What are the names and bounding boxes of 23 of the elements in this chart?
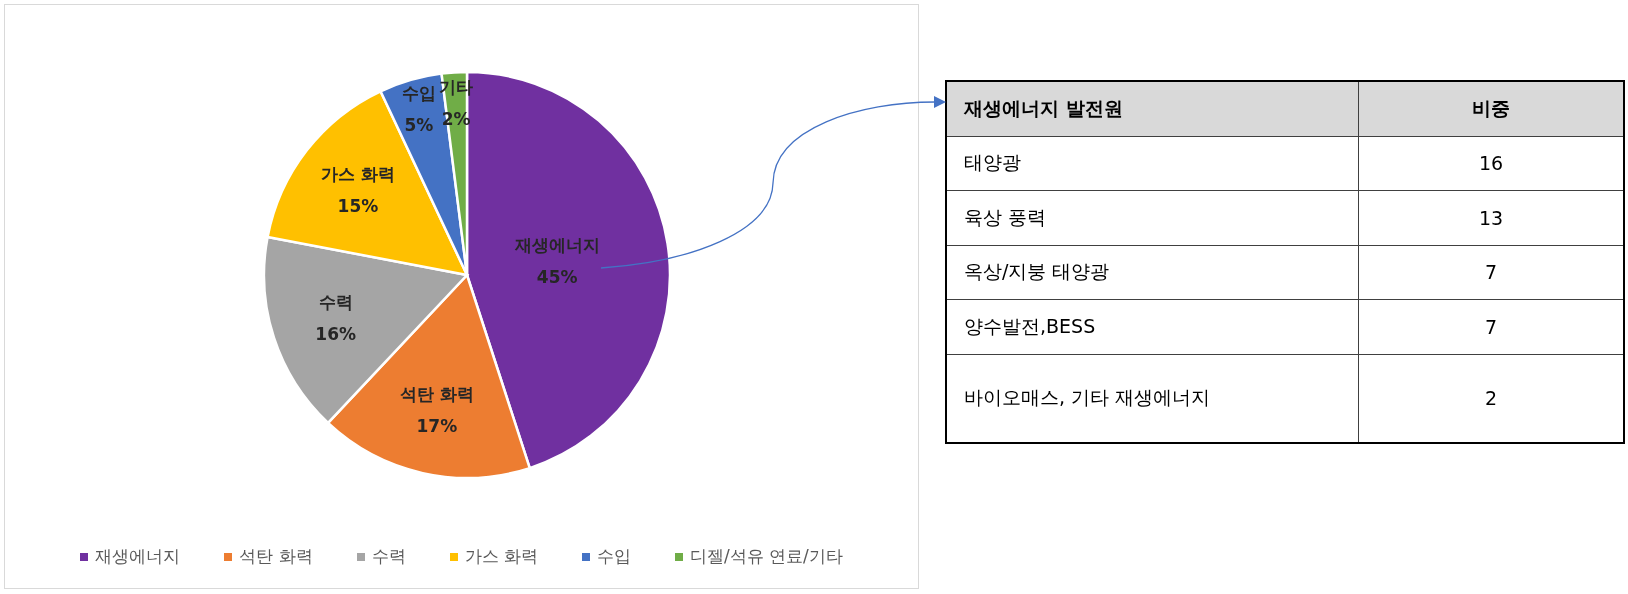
category-label: 옥상/지붕 태양광 (946, 245, 1359, 300)
legend-label: 디젤/석유 연료/기타 (689, 545, 843, 568)
text: 재생에너지 발전원 (946, 81, 1359, 136)
data-label: 16 (1358, 136, 1624, 191)
category-label: 바이오매스, 기타 재생에너지 (946, 354, 1359, 443)
text: 비중 (1358, 81, 1624, 136)
data-label: 13 (1358, 190, 1624, 245)
legend-label: 수력 (371, 545, 406, 568)
legend-label: 수입 (596, 545, 631, 568)
data-label: 수입 5% (401, 83, 436, 136)
category-label: 태양광 (946, 136, 1359, 191)
category-label: 육상 풍력 (946, 190, 1359, 245)
data-label: 7 (1358, 299, 1624, 354)
data-label: 2 (1358, 354, 1624, 443)
data-label: 재생에너지 45% (513, 234, 600, 287)
data-label: 7 (1358, 245, 1624, 300)
legend-label: 석탄 화력 (239, 545, 313, 568)
legend-label: 재생에너지 (95, 545, 181, 568)
data-label: 석탄 화력 17% (399, 383, 474, 436)
category-label: 양수발전,BESS (946, 299, 1359, 354)
data-label: 수력 16% (315, 291, 357, 344)
legend-label: 가스 화력 (464, 545, 538, 568)
data-label: 가스 화력 15% (320, 164, 395, 217)
